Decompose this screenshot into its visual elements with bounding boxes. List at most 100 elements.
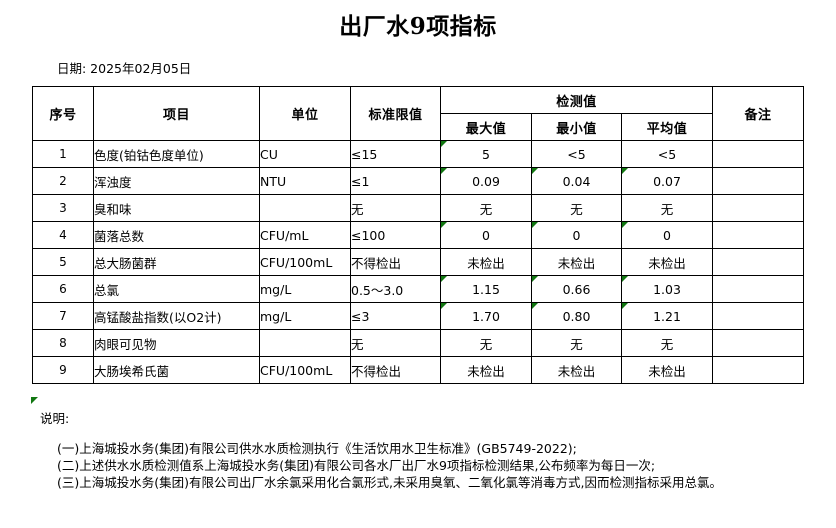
cell-avg: 0.07 <box>620 167 714 195</box>
cell-seq-text: 6 <box>59 282 67 296</box>
cell-max: 未检出 <box>440 248 532 276</box>
table-row: 2 浑浊度 NTU ≤1 0.09 0.04 0.07 <box>32 167 805 195</box>
cell-limit: ≤100 <box>350 221 441 249</box>
cell-note <box>712 167 805 195</box>
cell-unit-text: NTU <box>260 173 287 189</box>
comment-marker-icon <box>532 222 538 228</box>
comment-marker-icon <box>441 276 447 282</box>
cell-max-text: 5 <box>482 146 490 162</box>
cell-min-text: 未检出 <box>557 255 596 271</box>
cell-item: 总氯 <box>93 275 260 303</box>
cell-min: 未检出 <box>531 248 622 276</box>
table-row: 1 色度(铂钴色度单位) CU ≤15 5 <5 <5 <box>32 140 805 168</box>
cell-max: 0.09 <box>440 167 532 195</box>
cell-avg-text: 1.21 <box>653 308 681 324</box>
cell-note <box>712 329 805 357</box>
header-row-sub: 最大值 最小值 平均值 <box>33 113 804 141</box>
cell-unit <box>259 194 351 222</box>
notes-section: 说明: (一)上海城投水务(集团)有限公司供水水质检测执行《生活饮用水卫生标准》… <box>40 410 830 491</box>
comment-marker-icon <box>532 168 538 174</box>
cell-seq: 5 <box>32 248 94 276</box>
cell-limit: 不得检出 <box>350 356 441 384</box>
cell-min: 无 <box>531 329 622 357</box>
cell-unit: CU <box>259 140 351 168</box>
table-body: 1 色度(铂钴色度单位) CU ≤15 5 <5 <5 2 浑浊度 NTU ≤1 0.09 0.04 0.… <box>32 140 805 384</box>
cell-limit: ≤15 <box>350 140 441 168</box>
cell-min: <5 <box>531 140 622 168</box>
cell-item-text: 肉眼可见物 <box>94 336 157 352</box>
water-quality-table: 序号 项目 单位 标准限值 检测值 备注 最大值 最小值 平均值 1 色度(铂钴色… <box>32 86 805 384</box>
cell-max: 1.15 <box>440 275 532 303</box>
cell-avg-text: 0.07 <box>653 173 681 189</box>
cell-unit-text: CFU/100mL <box>260 254 333 270</box>
cell-seq-text: 8 <box>59 336 67 350</box>
cell-limit-text: 不得检出 <box>351 255 402 271</box>
cell-note <box>712 221 805 249</box>
cell-min-text: <5 <box>567 146 586 162</box>
cell-min: 无 <box>531 194 622 222</box>
comment-marker-icon <box>532 303 538 309</box>
report-date: 日期: 2025年02月05日 <box>57 61 192 76</box>
table-row: 8 肉眼可见物 无 无 无 无 <box>32 329 805 357</box>
cell-seq: 4 <box>32 221 94 249</box>
cell-item-text: 菌落总数 <box>94 228 145 244</box>
cell-limit-text: 0.5～3.0 <box>351 282 404 298</box>
cell-max-text: 无 <box>479 336 493 352</box>
cell-avg: 0 <box>620 221 714 249</box>
cell-note <box>712 140 805 168</box>
cell-min-text: 0.66 <box>562 281 591 297</box>
cell-seq: 6 <box>32 275 94 303</box>
cell-seq-text: 1 <box>59 147 67 161</box>
cell-note <box>712 302 805 330</box>
cell-limit-text: 无 <box>351 336 364 352</box>
cell-limit: 无 <box>350 194 441 222</box>
cell-item-text: 总氯 <box>94 282 120 298</box>
cell-unit: CFU/100mL <box>259 248 351 276</box>
cell-note <box>712 356 805 384</box>
cell-min-text: 未检出 <box>557 363 596 379</box>
cell-unit <box>259 329 351 357</box>
cell-unit: CFU/100mL <box>259 356 351 384</box>
cell-min: 未检出 <box>531 356 622 384</box>
note-line: (三)上海城投水务(集团)有限公司出厂水余氯采用化合氯形式,未采用臭氧、二氧化氯… <box>57 475 722 490</box>
cell-avg-text: 无 <box>660 336 674 352</box>
cell-min-text: 无 <box>570 336 583 352</box>
cell-seq: 2 <box>32 167 94 195</box>
cell-max-text: 无 <box>479 201 493 217</box>
comment-marker-icon <box>441 168 447 174</box>
cell-avg-text: 未检出 <box>648 255 686 271</box>
cell-limit-text: ≤1 <box>351 173 370 189</box>
cell-unit: mg/L <box>259 302 351 330</box>
table-row: 5 总大肠菌群 CFU/100mL 不得检出 未检出 未检出 未检出 <box>32 248 805 276</box>
comment-marker-icon <box>31 397 38 404</box>
notes-list: (一)上海城投水务(集团)有限公司供水水质检测执行《生活饮用水卫生标准》(GB5… <box>40 440 830 491</box>
header-unit: 单位 <box>259 86 351 141</box>
cell-max-text: 1.70 <box>472 308 500 324</box>
cell-unit: CFU/mL <box>259 221 351 249</box>
cell-unit-text: CFU/mL <box>260 227 309 243</box>
comment-marker-icon <box>441 141 447 147</box>
comment-marker-icon <box>441 222 447 228</box>
cell-avg: 无 <box>620 329 714 357</box>
header-avg: 平均值 <box>620 113 714 141</box>
table-row: 4 菌落总数 CFU/mL ≤100 0 0 0 <box>32 221 805 249</box>
cell-seq-text: 3 <box>59 201 67 215</box>
cell-item: 高锰酸盐指数(以O2计) <box>93 302 260 330</box>
cell-avg: 1.03 <box>620 275 714 303</box>
cell-seq-text: 9 <box>59 363 67 377</box>
cell-max: 未检出 <box>440 356 532 384</box>
cell-avg-text: 无 <box>660 201 674 217</box>
cell-seq: 9 <box>32 356 94 384</box>
header-seq: 序号 <box>32 86 94 141</box>
cell-item-text: 总大肠菌群 <box>94 255 157 271</box>
comment-marker-icon <box>622 168 628 174</box>
cell-item: 肉眼可见物 <box>93 329 260 357</box>
page-title: 出厂水9项指标 <box>339 13 497 40</box>
cell-item: 浑浊度 <box>93 167 260 195</box>
cell-unit-text: mg/L <box>260 308 292 324</box>
header-note: 备注 <box>712 86 805 141</box>
cell-limit-text: 不得检出 <box>351 363 402 379</box>
cell-item: 大肠埃希氏菌 <box>93 356 260 384</box>
cell-min-text: 0.80 <box>562 308 591 324</box>
cell-limit-text: ≤3 <box>351 308 370 324</box>
